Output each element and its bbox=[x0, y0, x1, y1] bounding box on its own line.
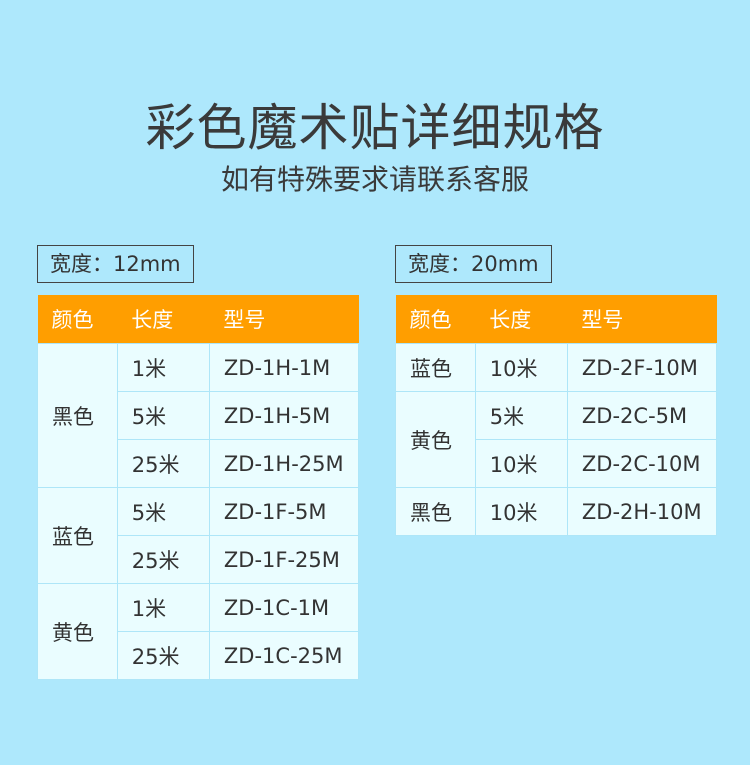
color-cell: 黑色 bbox=[395, 487, 476, 536]
spec-table-20mm: 颜色 长度 型号 蓝色 10米 ZD-2F-10M 黄色 5米 ZD-2C-5M 10米 ZD-2C… bbox=[395, 295, 718, 536]
model-cell: ZD-2C-10M bbox=[566, 439, 718, 488]
table-row: 黑色 10米 ZD-2H-10M bbox=[395, 487, 718, 536]
color-cell: 蓝色 bbox=[37, 487, 118, 584]
model-cell: ZD-1C-1M bbox=[208, 583, 360, 632]
table-header: 颜色 长度 型号 bbox=[395, 295, 717, 344]
color-cell: 黄色 bbox=[37, 583, 118, 680]
color-cell: 蓝色 bbox=[395, 343, 476, 392]
column-header: 长度 bbox=[475, 295, 568, 344]
table-header: 颜色 长度 型号 bbox=[37, 295, 359, 344]
model-cell: ZD-1C-25M bbox=[208, 631, 360, 680]
table-row: 25米 ZD-1H-25M bbox=[38, 439, 360, 488]
length-cell: 10米 bbox=[474, 343, 568, 392]
model-cell: ZD-1F-25M bbox=[208, 535, 360, 584]
table-row: 蓝色 10米 ZD-2F-10M bbox=[395, 343, 718, 392]
length-cell: 25米 bbox=[116, 631, 210, 680]
column-header: 型号 bbox=[209, 295, 359, 344]
page-title: 彩色魔术贴详细规格 bbox=[145, 99, 605, 157]
color-cell: 黄色 bbox=[395, 391, 476, 488]
table-row: 黑色 1米 ZD-1H-1M bbox=[37, 343, 360, 488]
table-row: 25米 ZD-1F-25M bbox=[38, 535, 360, 584]
length-cell: 10米 bbox=[474, 439, 568, 488]
column-header: 型号 bbox=[567, 295, 717, 344]
table-row: 蓝色 5米 ZD-1F-5M bbox=[37, 487, 360, 584]
table-row: 10米 ZD-2C-10M bbox=[396, 439, 718, 488]
length-cell: 25米 bbox=[116, 439, 210, 488]
model-cell: ZD-1H-25M bbox=[208, 439, 360, 488]
spec-table-12mm: 颜色 长度 型号 黑色 1米 ZD-1H-1M 5米 ZD-1H-5M 25米 ZD-1H-25M… bbox=[37, 295, 360, 680]
model-cell: ZD-1H-1M bbox=[208, 343, 360, 392]
length-cell: 5米 bbox=[116, 391, 210, 440]
width-label-20mm: 宽度：20mm bbox=[395, 245, 552, 283]
width-label-12mm: 宽度：12mm bbox=[37, 245, 194, 283]
model-cell: ZD-2H-10M bbox=[566, 487, 718, 536]
table-row: 5米 ZD-1H-5M bbox=[38, 391, 360, 440]
model-cell: ZD-2C-5M bbox=[566, 391, 718, 440]
model-cell: ZD-2F-10M bbox=[566, 343, 718, 392]
table-row: 25米 ZD-1C-25M bbox=[38, 631, 360, 680]
page-subtitle: 如有特殊要求请联系客服 bbox=[220, 163, 529, 196]
length-cell: 1米 bbox=[116, 343, 210, 392]
column-header: 长度 bbox=[117, 295, 210, 344]
table-row: 黄色 5米 ZD-2C-5M bbox=[395, 391, 718, 488]
model-cell: ZD-1F-5M bbox=[208, 487, 360, 536]
color-cell: 黑色 bbox=[37, 343, 118, 488]
length-cell: 5米 bbox=[116, 487, 210, 536]
length-cell: 1米 bbox=[116, 583, 210, 632]
table-row: 黄色 1米 ZD-1C-1M bbox=[37, 583, 360, 680]
model-cell: ZD-1H-5M bbox=[208, 391, 360, 440]
length-cell: 5米 bbox=[474, 391, 568, 440]
column-header: 颜色 bbox=[395, 295, 476, 344]
length-cell: 10米 bbox=[474, 487, 568, 536]
column-header: 颜色 bbox=[37, 295, 118, 344]
length-cell: 25米 bbox=[116, 535, 210, 584]
